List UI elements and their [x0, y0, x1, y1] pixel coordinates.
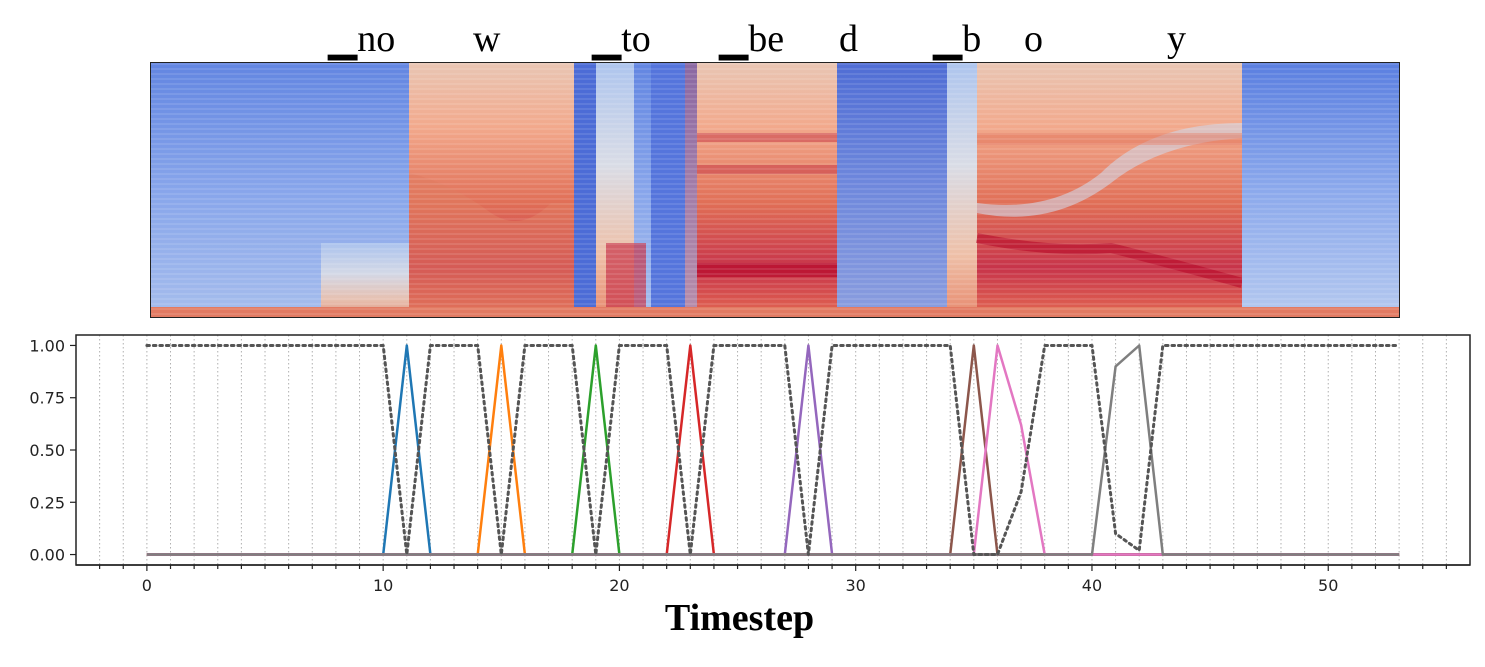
x-tick-label: 0: [142, 576, 152, 595]
x-axis-label: Timestep: [664, 597, 815, 639]
x-tick-label: 40: [1082, 576, 1102, 595]
probability-plot: 0 10 20 30 40 50 0.00 0.25 0.50 0.75 1.00: [29, 334, 1471, 595]
token-label: ▁no: [328, 18, 396, 60]
series-line: [146, 344, 1400, 556]
plot-frame: [75, 334, 1471, 566]
token-label: d: [839, 18, 858, 60]
token-label: y: [1167, 18, 1186, 60]
series-line: [146, 344, 1400, 556]
y-tick-label: 1.00: [29, 336, 65, 355]
y-tick-label: 0.50: [29, 441, 65, 460]
x-ticks: 0 10 20 30 40 50: [99, 565, 1447, 595]
token-label: ▁b: [933, 18, 982, 60]
x-tick-label: 10: [373, 576, 393, 595]
token-label: o: [1024, 18, 1043, 60]
spectrogram: [150, 62, 1400, 318]
x-axis-label-wrap: Timestep: [0, 596, 1485, 640]
series-line: [146, 344, 1400, 556]
x-tick-label: 50: [1318, 576, 1338, 595]
y-ticks: 0.00 0.25 0.50 0.75 1.00: [29, 336, 76, 565]
series-line: [146, 344, 1400, 556]
token-label: w: [473, 18, 501, 60]
y-tick-label: 0.75: [29, 389, 65, 408]
x-tick-label: 20: [609, 576, 629, 595]
series-line: [146, 344, 1400, 556]
token-labels: ▁no w ▁to ▁be d ▁b o y: [0, 0, 1485, 62]
series-line: [146, 344, 1400, 556]
series-line: [146, 344, 1400, 556]
y-tick-label: 0.00: [29, 546, 65, 565]
spectrogram-image: [151, 63, 1399, 317]
series-line: [145, 344, 1401, 556]
token-label: ▁be: [719, 18, 785, 60]
token-label: ▁to: [592, 18, 651, 60]
series-line: [146, 344, 1400, 556]
series-lines: [145, 344, 1401, 556]
grid-lines: [75, 335, 1471, 565]
x-tick-label: 30: [846, 576, 866, 595]
y-tick-label: 0.25: [29, 493, 65, 512]
